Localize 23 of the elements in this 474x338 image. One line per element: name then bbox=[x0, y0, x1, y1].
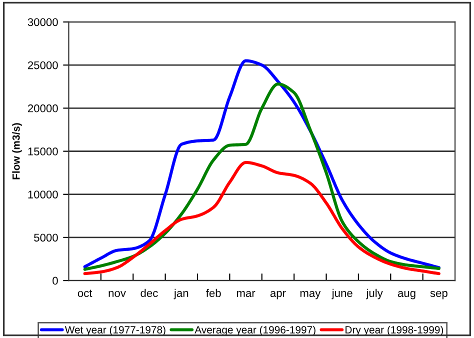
x-tick-label: feb bbox=[206, 288, 221, 298]
x-tick-label: mar bbox=[236, 290, 256, 298]
y-tick-label: 10000 bbox=[28, 190, 58, 198]
x-tick-label: may bbox=[300, 290, 321, 300]
x-tick-label: july bbox=[366, 288, 383, 300]
y-tick-label: 25000 bbox=[28, 61, 58, 70]
y-tick-label: 15000 bbox=[28, 148, 58, 156]
x-tick-label: aug bbox=[398, 290, 416, 300]
y-tick-label: 5000 bbox=[34, 234, 58, 242]
x-tick-label: nov bbox=[108, 290, 126, 298]
legend-label: Dry year (1998-1999) bbox=[346, 326, 444, 336]
x-tick-label: oct bbox=[78, 290, 92, 298]
x-tick-label: dec bbox=[140, 288, 158, 298]
x-tick-label: jan bbox=[174, 288, 188, 300]
legend-label: Average year (1996-1997) bbox=[194, 326, 316, 336]
legend-label: Wet year (1977-1978) bbox=[64, 326, 166, 336]
y-axis-title: Flow (m3/s) bbox=[12, 123, 22, 180]
y-tick-label: 20000 bbox=[28, 104, 58, 112]
x-tick-label: june bbox=[332, 288, 352, 300]
y-tick-label: 30000 bbox=[28, 18, 58, 26]
x-tick-label: apr bbox=[270, 290, 286, 300]
x-tick-label: sep bbox=[430, 290, 448, 300]
y-tick-label: 0 bbox=[52, 276, 58, 285]
